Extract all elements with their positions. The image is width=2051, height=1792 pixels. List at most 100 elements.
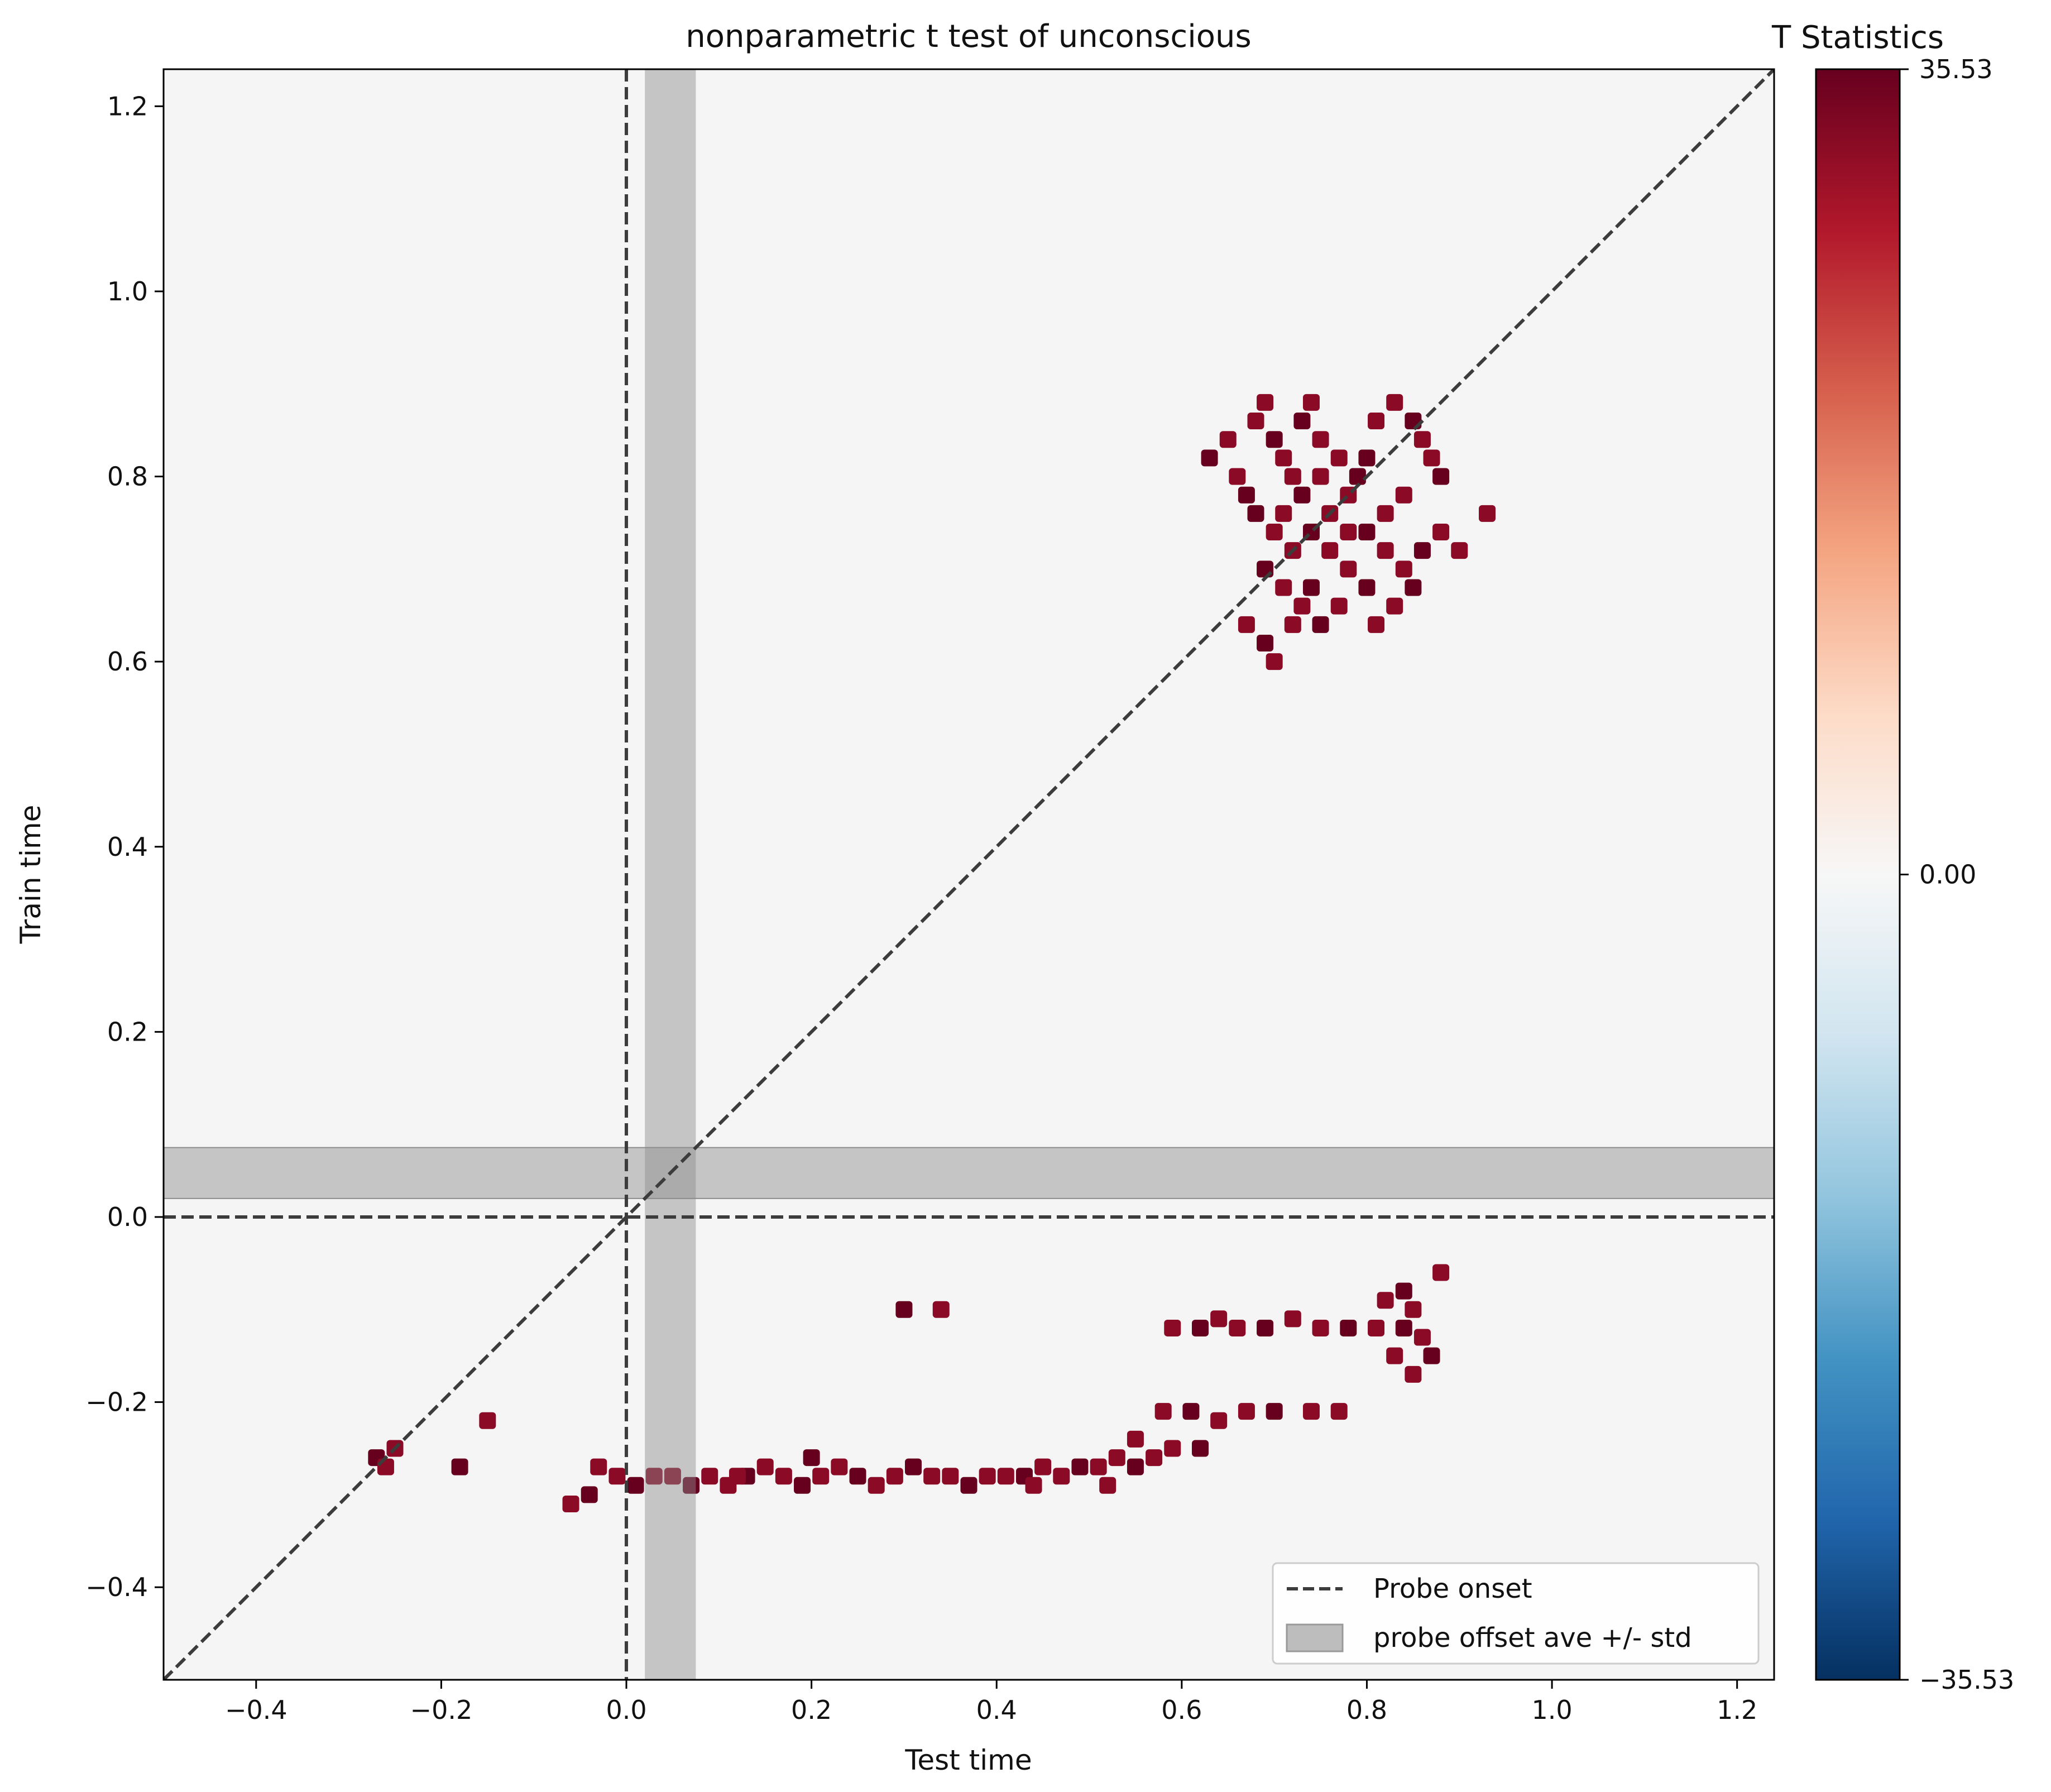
- significant-cell: [1127, 1430, 1144, 1448]
- significant-cell: [1071, 1458, 1089, 1475]
- significant-cell: [1154, 1403, 1172, 1420]
- significant-cell: [1302, 579, 1320, 596]
- significant-cell: [1358, 579, 1376, 596]
- significant-cell: [1330, 1403, 1348, 1420]
- x-tick-label: −0.4: [225, 1695, 287, 1725]
- significant-cell: [1164, 1440, 1181, 1457]
- legend-box: [1272, 1562, 1760, 1665]
- x-tick-label: 1.2: [1717, 1695, 1757, 1725]
- significant-cell: [960, 1477, 977, 1494]
- significant-cell: [1349, 468, 1366, 485]
- significant-cell: [1275, 505, 1292, 522]
- significant-cell: [1247, 505, 1264, 522]
- significant-cell: [1386, 597, 1403, 615]
- significant-cell: [1405, 579, 1422, 596]
- probe-offset-band-vertical: [645, 69, 696, 1680]
- y-axis-ticks: −0.4 −0.2 0.0 0.2 0.4 0.6 0.8 1.0 1.2: [85, 91, 164, 1602]
- significant-cell: [1386, 394, 1403, 411]
- significant-cell: [1395, 560, 1412, 578]
- legend-patch-swatch: [1286, 1623, 1344, 1652]
- significant-cell: [1405, 1365, 1422, 1383]
- y-tick-label: 0.4: [107, 832, 148, 862]
- significant-cell: [1257, 634, 1274, 651]
- significant-cell: [1293, 486, 1311, 504]
- significant-cell: [1312, 1319, 1329, 1336]
- plot-area: [162, 68, 1775, 1681]
- colorbar: T Statistics 35.53 0.00 −35.53: [1771, 20, 2014, 1695]
- significant-cell: [451, 1458, 468, 1475]
- significant-cell: [1238, 1403, 1255, 1420]
- significant-cell: [1099, 1477, 1116, 1494]
- y-tick-label: 0.0: [107, 1202, 148, 1232]
- significant-cell: [1358, 524, 1376, 541]
- significant-cell: [479, 1412, 496, 1429]
- significant-cell: [1302, 1403, 1320, 1420]
- significant-cell: [1340, 560, 1357, 578]
- significant-regions: [368, 394, 1496, 1512]
- significant-cell: [886, 1468, 903, 1485]
- significant-cell: [895, 1301, 913, 1318]
- significant-cell: [1266, 1403, 1283, 1420]
- significant-cell: [932, 1301, 950, 1318]
- x-axis-label: Test time: [904, 1744, 1032, 1776]
- legend: Probe onset probe offset ave +/- std: [1272, 1562, 1760, 1665]
- significant-cell: [1432, 524, 1450, 541]
- x-tick-label: 0.8: [1346, 1695, 1387, 1725]
- significant-cell: [1293, 597, 1311, 615]
- significant-cell: [1182, 1403, 1200, 1420]
- significant-cell: [1034, 1458, 1052, 1475]
- x-axis-ticks: −0.4 −0.2 0.0 0.2 0.4 0.6 0.8 1.0 1.2: [225, 1680, 1757, 1725]
- significant-cell: [1127, 1458, 1144, 1475]
- colorbar-ticks: 35.53 0.00 −35.53: [1900, 54, 2014, 1695]
- significant-cell: [979, 1468, 996, 1485]
- y-tick-label: 1.2: [107, 91, 148, 121]
- significant-cell: [1257, 1319, 1274, 1336]
- legend-label-probe-offset: probe offset ave +/- std: [1373, 1622, 1692, 1654]
- significant-cell: [1413, 1329, 1431, 1346]
- significant-cell: [1108, 1449, 1125, 1467]
- significant-cell: [590, 1458, 607, 1475]
- significant-cell: [1368, 616, 1385, 633]
- significant-cell: [377, 1458, 394, 1475]
- significant-cell: [1432, 468, 1450, 485]
- significant-cell: [1340, 524, 1357, 541]
- significant-cell: [868, 1477, 885, 1494]
- significant-cell: [562, 1495, 579, 1512]
- x-tick-label: 0.0: [606, 1695, 646, 1725]
- chart-title: nonparametric t test of unconscious: [686, 18, 1251, 55]
- significant-cell: [1302, 394, 1320, 411]
- significant-cell: [1266, 524, 1283, 541]
- significant-cell: [1330, 597, 1348, 615]
- significant-cell: [849, 1468, 866, 1485]
- significant-cell: [1423, 449, 1440, 467]
- significant-cell: [1395, 1282, 1412, 1300]
- significant-cell: [1192, 1319, 1209, 1336]
- significant-cell: [1164, 1319, 1181, 1336]
- significant-cell: [1330, 449, 1348, 467]
- significant-cell: [1284, 616, 1301, 633]
- significant-cell: [1377, 1292, 1394, 1309]
- significant-cell: [923, 1468, 941, 1485]
- significant-cell: [1386, 1347, 1403, 1364]
- x-tick-label: 0.2: [791, 1695, 832, 1725]
- significant-cell: [1432, 1264, 1450, 1281]
- reference-line: [164, 69, 1774, 1680]
- significant-cell: [1146, 1449, 1163, 1467]
- x-tick-label: 0.4: [976, 1695, 1017, 1725]
- significant-cell: [1340, 1319, 1357, 1336]
- significant-cell: [812, 1468, 830, 1485]
- significant-cell: [1413, 542, 1431, 559]
- significant-cell: [1229, 468, 1246, 485]
- significant-cell: [1192, 1440, 1209, 1457]
- significant-cell: [905, 1458, 922, 1475]
- significant-cell: [1229, 1319, 1246, 1336]
- significant-cell: [1423, 1347, 1440, 1364]
- significant-cell: [683, 1477, 700, 1494]
- significant-cell: [627, 1477, 644, 1494]
- significant-cell: [1219, 431, 1237, 448]
- y-tick-label: 0.8: [107, 462, 148, 492]
- significant-cell: [1025, 1477, 1042, 1494]
- significant-cell: [1395, 1319, 1412, 1336]
- x-tick-label: 1.0: [1531, 1695, 1572, 1725]
